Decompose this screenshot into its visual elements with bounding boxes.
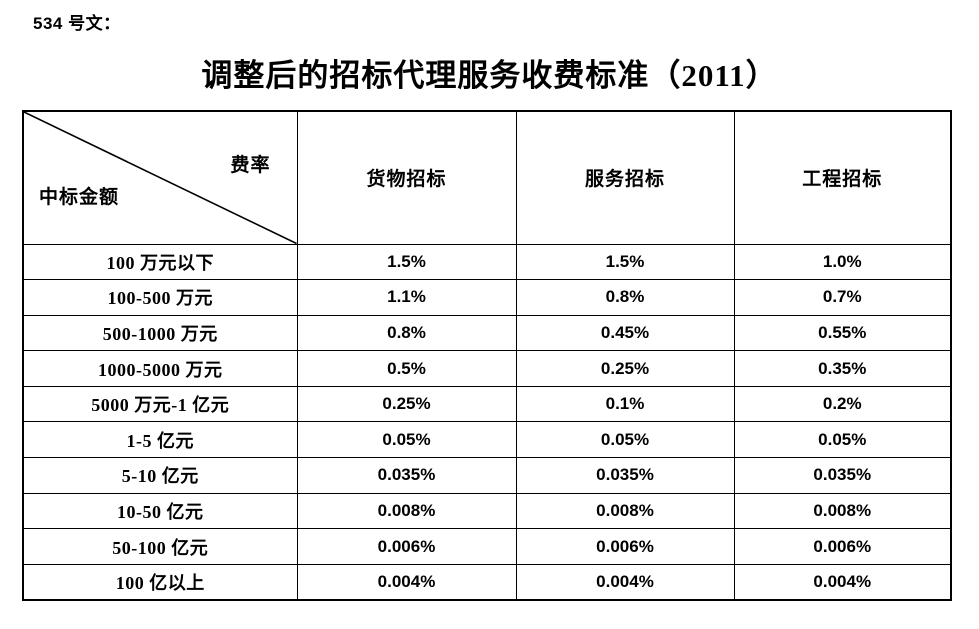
table-row: 5000 万元-1 亿元 0.25% 0.1% 0.2%: [22, 385, 952, 423]
table-row: 100 万元以下 1.5% 1.5% 1.0%: [22, 243, 952, 281]
fee-value: 0.7%: [733, 279, 952, 316]
row-label: 500-1000 万元: [22, 314, 298, 352]
fee-value: 0.05%: [296, 421, 517, 459]
fee-value: 1.1%: [296, 279, 517, 316]
fee-value: 0.25%: [515, 350, 735, 387]
table-row: 50-100 亿元 0.006% 0.006% 0.006%: [22, 528, 952, 565]
fee-value: 0.006%: [733, 528, 952, 565]
fee-value: 0.05%: [733, 421, 952, 459]
corner-cell: 费率 中标金额: [22, 110, 298, 245]
doc-number-label: 534 号文：: [33, 14, 121, 33]
fee-value: 0.1%: [515, 385, 735, 423]
fee-value: 0.8%: [515, 279, 735, 316]
row-label: 1000-5000 万元: [22, 350, 298, 387]
table-row: 10-50 亿元 0.008% 0.008% 0.008%: [22, 492, 952, 530]
fee-value: 0.5%: [296, 350, 517, 387]
corner-label-fee-rate: 费率: [230, 155, 271, 176]
row-label: 1-5 亿元: [22, 421, 298, 459]
corner-label-bid-amount: 中标金额: [39, 187, 120, 208]
row-label: 50-100 亿元: [22, 528, 298, 565]
fee-value: 0.006%: [515, 528, 735, 565]
column-header-goods: 货物招标: [296, 110, 517, 245]
table-row: 500-1000 万元 0.8% 0.45% 0.55%: [22, 314, 952, 352]
fee-value: 0.35%: [733, 350, 952, 387]
row-label: 5000 万元-1 亿元: [22, 385, 298, 423]
page-title: 调整后的招标代理服务收费标准（2011）: [201, 58, 778, 93]
fee-value: 0.8%: [296, 314, 517, 352]
fee-value: 0.55%: [733, 314, 952, 352]
table-row: 1-5 亿元 0.05% 0.05% 0.05%: [22, 421, 952, 459]
fee-value: 0.006%: [296, 528, 517, 565]
table-row: 1000-5000 万元 0.5% 0.25% 0.35%: [22, 350, 952, 387]
table-row: 5-10 亿元 0.035% 0.035% 0.035%: [22, 457, 952, 494]
fee-value: 1.5%: [515, 243, 735, 281]
row-label: 100 亿以上: [22, 563, 298, 601]
table-row: 100-500 万元 1.1% 0.8% 0.7%: [22, 279, 952, 316]
row-label: 10-50 亿元: [22, 492, 298, 530]
header-row: 费率 中标金额 货物招标 服务招标 工程招标: [22, 110, 952, 245]
diagonal-line: [24, 112, 297, 244]
fee-value: 0.25%: [296, 385, 517, 423]
fee-value: 0.45%: [515, 314, 735, 352]
fee-value: 0.008%: [515, 492, 735, 530]
fee-value: 1.5%: [296, 243, 517, 281]
fee-value: 0.035%: [515, 457, 735, 494]
fee-value: 0.004%: [733, 563, 952, 601]
fee-value: 0.008%: [296, 492, 517, 530]
column-header-service: 服务招标: [515, 110, 735, 245]
fee-value: 0.008%: [733, 492, 952, 530]
fee-value: 0.2%: [733, 385, 952, 423]
column-header-engineering: 工程招标: [733, 110, 952, 245]
fee-value: 0.035%: [296, 457, 517, 494]
fee-value: 0.035%: [733, 457, 952, 494]
fee-value: 1.0%: [733, 243, 952, 281]
table-row: 100 亿以上 0.004% 0.004% 0.004%: [22, 563, 952, 601]
fee-value: 0.004%: [515, 563, 735, 601]
fee-value: 0.004%: [296, 563, 517, 601]
row-label: 5-10 亿元: [22, 457, 298, 494]
fee-value: 0.05%: [515, 421, 735, 459]
fee-table: 费率 中标金额 货物招标 服务招标 工程招标 100 万元以下 1.5% 1.5…: [22, 110, 952, 601]
row-label: 100 万元以下: [22, 243, 298, 281]
row-label: 100-500 万元: [22, 279, 298, 316]
